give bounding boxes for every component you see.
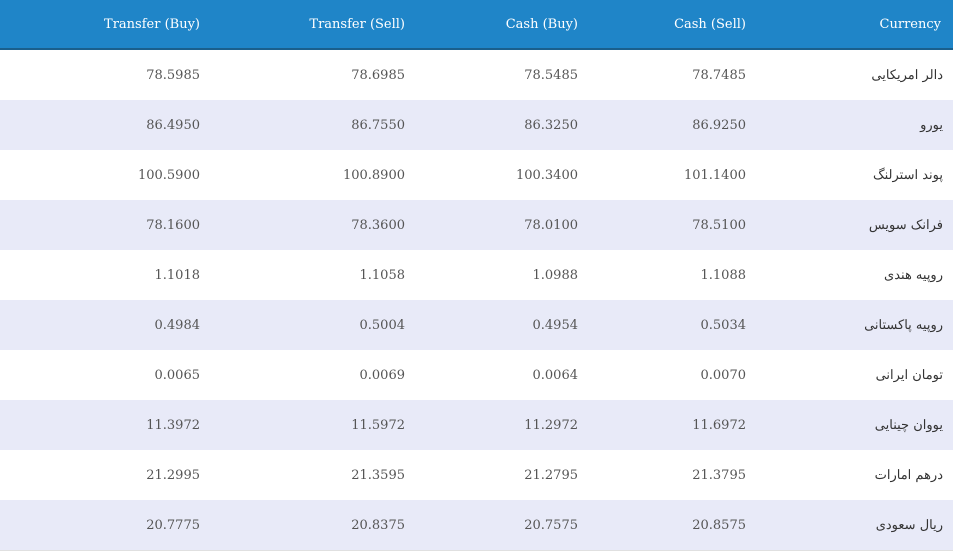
currency-name: دالر امریکایی (871, 67, 943, 83)
cell-cash-buy: 0.0064 (417, 350, 590, 400)
currency-name: پوند استرلنگ (872, 167, 943, 183)
cell-transfer-sell: 0.0069 (212, 350, 417, 400)
table-row: 20.7775 20.8375 20.7575 20.8575 ریال سعو… (0, 500, 953, 551)
cell-transfer-sell: 1.1058 (212, 250, 417, 300)
cell-cash-sell: 0.0070 (590, 350, 758, 400)
cell-transfer-sell: 0.5004 (212, 300, 417, 350)
cell-transfer-buy: 0.0065 (0, 350, 212, 400)
header-cash-sell[interactable]: Cash (Sell) (590, 0, 758, 50)
cell-transfer-buy: 11.3972 (0, 400, 212, 450)
cell-cash-sell: 86.9250 (590, 100, 758, 150)
cell-currency: پوند استرلنگ (758, 150, 953, 200)
currency-name: درهم امارات (874, 467, 943, 483)
header-transfer-sell[interactable]: Transfer (Sell) (212, 0, 417, 50)
cell-cash-buy: 1.0988 (417, 250, 590, 300)
header-transfer-buy[interactable]: Transfer (Buy) (0, 0, 212, 50)
table-row: 0.0065 0.0069 0.0064 0.0070 تومان ایرانی (0, 350, 953, 400)
currency-name: تومان ایرانی (875, 367, 943, 383)
currency-name: ریال سعودی (875, 517, 943, 533)
cell-currency: دالر امریکایی (758, 49, 953, 100)
cell-transfer-buy: 21.2995 (0, 450, 212, 500)
currency-name: روپیه هندی (884, 267, 943, 283)
cell-currency: فرانک سویس (758, 200, 953, 250)
cell-cash-sell: 0.5034 (590, 300, 758, 350)
cell-cash-sell: 101.1400 (590, 150, 758, 200)
cell-transfer-buy: 100.5900 (0, 150, 212, 200)
cell-transfer-buy: 78.1600 (0, 200, 212, 250)
cell-transfer-buy: 1.1018 (0, 250, 212, 300)
cell-cash-sell: 78.7485 (590, 49, 758, 100)
table-row: 0.4984 0.5004 0.4954 0.5034 روپیه پاکستا… (0, 300, 953, 350)
cell-cash-sell: 78.5100 (590, 200, 758, 250)
cell-currency: روپیه پاکستانی (758, 300, 953, 350)
cell-cash-buy: 78.5485 (417, 49, 590, 100)
table-body: 78.5985 78.6985 78.5485 78.7485 دالر امر… (0, 49, 953, 551)
cell-transfer-buy: 86.4950 (0, 100, 212, 150)
header-row: Transfer (Buy) Transfer (Sell) Cash (Buy… (0, 0, 953, 50)
cell-currency: یووان چینایی (758, 400, 953, 450)
cell-transfer-buy: 20.7775 (0, 500, 212, 551)
cell-transfer-buy: 78.5985 (0, 49, 212, 100)
cell-cash-sell: 1.1088 (590, 250, 758, 300)
cell-cash-buy: 100.3400 (417, 150, 590, 200)
cell-transfer-sell: 86.7550 (212, 100, 417, 150)
currency-name: فرانک سویس (868, 217, 943, 233)
cell-currency: یورو (758, 100, 953, 150)
cell-cash-sell: 21.3795 (590, 450, 758, 500)
table-row: 100.5900 100.8900 100.3400 101.1400 پوند… (0, 150, 953, 200)
cell-currency: ریال سعودی (758, 500, 953, 551)
table-row: 11.3972 11.5972 11.2972 11.6972 یووان چی… (0, 400, 953, 450)
cell-transfer-buy: 0.4984 (0, 300, 212, 350)
cell-cash-buy: 78.0100 (417, 200, 590, 250)
cell-cash-buy: 20.7575 (417, 500, 590, 551)
header-currency[interactable]: Currency (758, 0, 953, 50)
cell-cash-sell: 20.8575 (590, 500, 758, 551)
currency-name: روپیه پاکستانی (864, 317, 943, 333)
cell-currency: درهم امارات (758, 450, 953, 500)
cell-cash-sell: 11.6972 (590, 400, 758, 450)
table-row: 78.1600 78.3600 78.0100 78.5100 فرانک سو… (0, 200, 953, 250)
cell-cash-buy: 21.2795 (417, 450, 590, 500)
cell-transfer-sell: 20.8375 (212, 500, 417, 551)
table-row: 21.2995 21.3595 21.2795 21.3795 درهم اما… (0, 450, 953, 500)
table-header: Transfer (Buy) Transfer (Sell) Cash (Buy… (0, 0, 953, 50)
cell-cash-buy: 11.2972 (417, 400, 590, 450)
cell-transfer-sell: 78.3600 (212, 200, 417, 250)
currency-name: یووان چینایی (874, 417, 943, 433)
table-row: 78.5985 78.6985 78.5485 78.7485 دالر امر… (0, 49, 953, 100)
cell-transfer-sell: 100.8900 (212, 150, 417, 200)
cell-cash-buy: 0.4954 (417, 300, 590, 350)
table-row: 86.4950 86.7550 86.3250 86.9250 یورو (0, 100, 953, 150)
cell-currency: تومان ایرانی (758, 350, 953, 400)
cell-transfer-sell: 21.3595 (212, 450, 417, 500)
cell-currency: روپیه هندی (758, 250, 953, 300)
cell-cash-buy: 86.3250 (417, 100, 590, 150)
header-cash-buy[interactable]: Cash (Buy) (417, 0, 590, 50)
cell-transfer-sell: 11.5972 (212, 400, 417, 450)
cell-transfer-sell: 78.6985 (212, 49, 417, 100)
table-row: 1.1018 1.1058 1.0988 1.1088 روپیه هندی (0, 250, 953, 300)
currency-name: یورو (920, 117, 943, 133)
